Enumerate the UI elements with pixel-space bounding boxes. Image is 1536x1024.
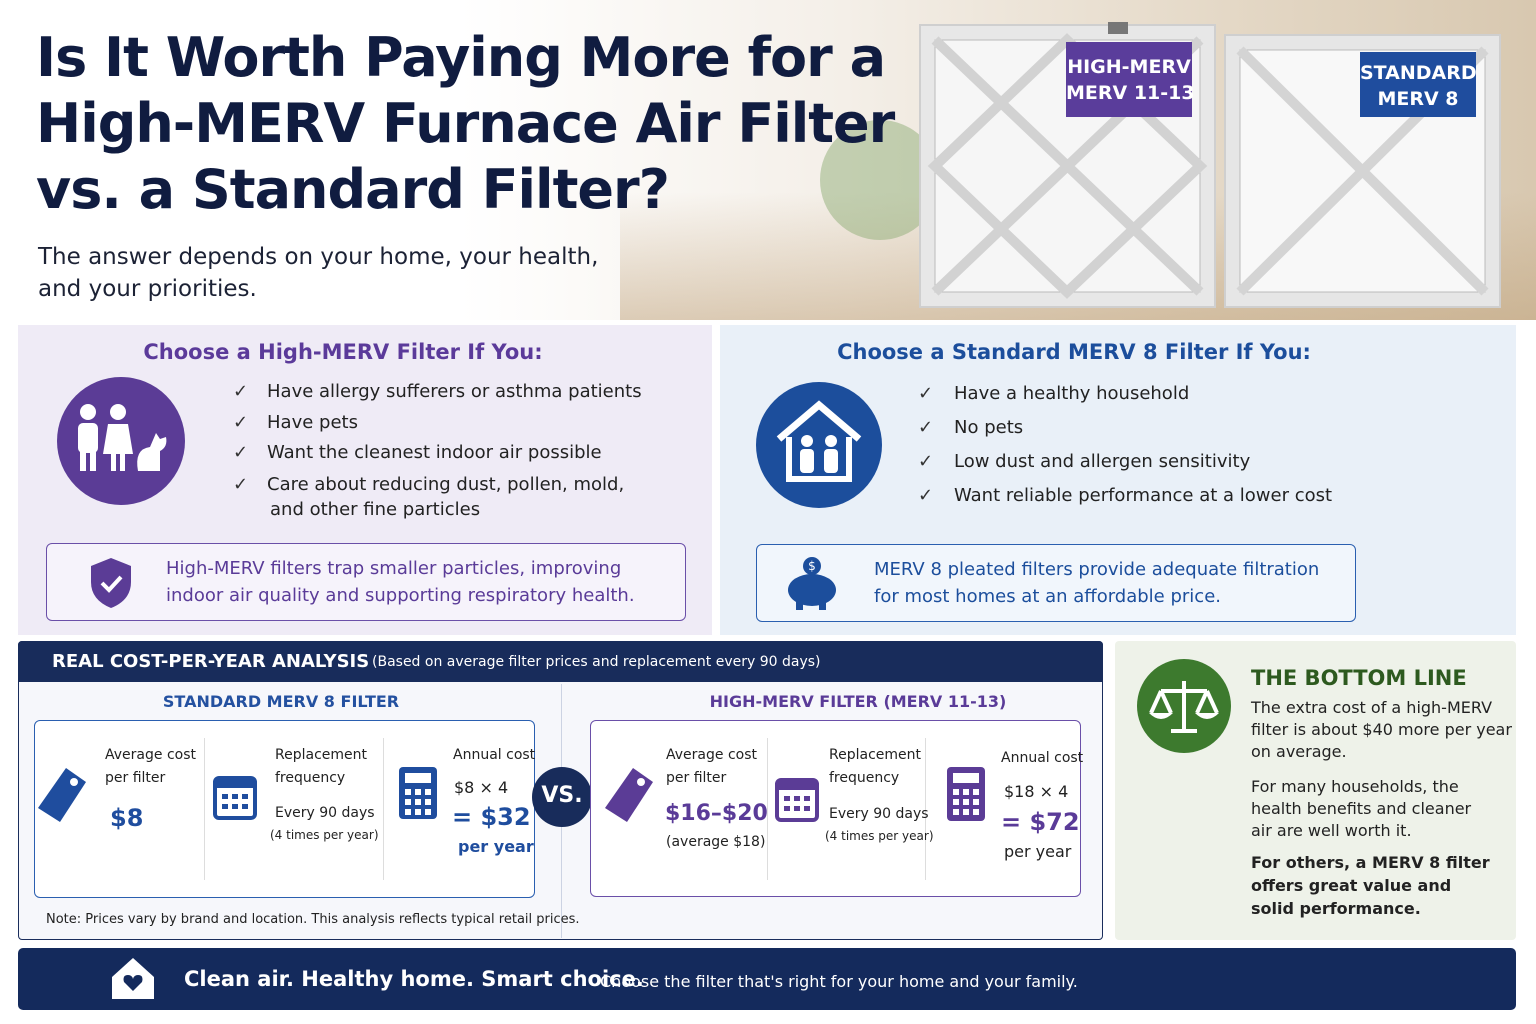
paragraph-line: offers great value and xyxy=(1251,876,1452,895)
divider xyxy=(383,738,384,880)
check: ✓ xyxy=(918,451,934,472)
option-title: STANDARD MERV 8 FILTER xyxy=(162,692,400,711)
cost-header-bar xyxy=(18,641,1103,682)
list-item: No pets xyxy=(954,417,1024,438)
piggy-bank-icon: $ xyxy=(788,557,836,610)
list-item: Have pets xyxy=(267,412,358,433)
note: (4 times per year) xyxy=(825,829,934,843)
note: (average $18) xyxy=(666,834,766,850)
formula: $18 × 4 xyxy=(1004,782,1069,801)
scales-icon xyxy=(1137,659,1231,753)
unit: per year xyxy=(1004,842,1072,861)
cost-card xyxy=(590,720,1081,897)
panel-heading: Choose a High-MERV Filter If You: xyxy=(143,340,543,364)
check: ✓ xyxy=(233,442,249,463)
calendar-icon xyxy=(775,778,819,822)
note-box xyxy=(46,543,686,621)
title-line: High-MERV Furnace Air Filter xyxy=(36,92,895,155)
shield-icon xyxy=(91,558,131,608)
value: $16–$20 xyxy=(665,801,768,826)
unit: per year xyxy=(458,837,534,856)
value: Every 90 days xyxy=(829,806,929,822)
paragraph-line: health benefits and cleaner xyxy=(1251,799,1472,818)
price-tag-icon xyxy=(38,768,86,822)
label: Replacement xyxy=(275,747,367,763)
list-item: Care about reducing dust, pollen, mold, xyxy=(267,474,625,495)
list-item: Low dust and allergen sensitivity xyxy=(954,451,1251,472)
paragraph-line: For others, a MERV 8 filter xyxy=(1251,853,1490,872)
high-merv-tag: HIGH-MERV MERV 11-13 xyxy=(1066,56,1195,104)
family-pet-icon xyxy=(57,377,185,505)
high-merv-tag-bg xyxy=(1066,42,1192,117)
note-line: indoor air quality and supporting respir… xyxy=(166,585,635,606)
price-tag-icon xyxy=(605,768,653,822)
title-line: vs. a Standard Filter? xyxy=(36,158,670,221)
standard-tag-bg xyxy=(1360,52,1476,117)
list-item: Want the cleanest indoor air possible xyxy=(267,442,602,463)
footer-bar xyxy=(18,948,1516,1010)
cost-card xyxy=(34,720,535,898)
bottom-line-heading: THE BOTTOM LINE xyxy=(1251,666,1467,690)
check: ✓ xyxy=(918,417,934,438)
check: ✓ xyxy=(233,381,249,402)
filter-illustration xyxy=(820,22,1501,308)
value: $8 xyxy=(110,804,144,832)
paragraph-line: air are well worth it. xyxy=(1251,821,1412,840)
svg-text:$: $ xyxy=(808,559,816,573)
footer-text: Choose the filter that's right for your … xyxy=(600,972,1078,991)
list-item: and other fine particles xyxy=(270,499,481,520)
calculator-icon xyxy=(399,767,437,819)
value: = $72 xyxy=(1001,808,1080,836)
check: ✓ xyxy=(233,474,249,495)
paragraph-line: For many households, the xyxy=(1251,777,1459,796)
cost-subheading: (Based on average filter prices and repl… xyxy=(372,654,821,670)
list-item: Have allergy sufferers or asthma patient… xyxy=(267,381,642,402)
home-heart-icon xyxy=(112,958,154,999)
standard-tag: STANDARD MERV 8 xyxy=(1360,62,1477,110)
subtitle-line: The answer depends on your home, your he… xyxy=(38,244,599,270)
list-item: Want reliable performance at a lower cos… xyxy=(954,485,1333,506)
label: per filter xyxy=(105,770,166,786)
footer-tagline: Clean air. Healthy home. Smart choice. xyxy=(184,967,644,991)
title-line: Is It Worth Paying More for a xyxy=(36,26,886,89)
note-box xyxy=(756,544,1356,622)
paragraph-line: solid performance. xyxy=(1251,899,1421,918)
note-line: for most homes at an affordable price. xyxy=(874,586,1222,607)
label: Annual cost xyxy=(1001,750,1084,766)
label: Annual cost xyxy=(453,747,536,763)
cost-heading: REAL COST-PER-YEAR ANALYSIS xyxy=(52,651,370,672)
vs-label: VS. xyxy=(541,783,583,808)
cost-note: Note: Prices vary by brand and location.… xyxy=(46,912,580,927)
calendar-icon xyxy=(213,776,257,820)
divider xyxy=(767,738,768,880)
note-line: High-MERV filters trap smaller particles… xyxy=(166,558,622,579)
home-family-icon xyxy=(756,382,882,508)
paragraph-line: on average. xyxy=(1251,742,1347,761)
divider xyxy=(204,738,205,880)
check: ✓ xyxy=(918,383,934,404)
value: Every 90 days xyxy=(275,805,375,821)
check: ✓ xyxy=(918,485,934,506)
vs-circle xyxy=(532,767,592,827)
label: frequency xyxy=(275,770,346,786)
label: Replacement xyxy=(829,747,921,763)
label: Average cost xyxy=(666,747,757,763)
value: = $32 xyxy=(452,803,531,831)
paragraph-line: The extra cost of a high-MERV xyxy=(1251,698,1493,717)
label: per filter xyxy=(666,770,727,786)
label: Average cost xyxy=(105,747,196,763)
divider xyxy=(925,738,926,880)
calculator-icon xyxy=(947,767,985,821)
panel-heading: Choose a Standard MERV 8 Filter If You: xyxy=(837,340,1311,364)
check: ✓ xyxy=(233,412,249,433)
formula: $8 × 4 xyxy=(454,778,509,797)
note: (4 times per year) xyxy=(270,828,379,842)
note-line: MERV 8 pleated filters provide adequate … xyxy=(874,559,1320,580)
paragraph-line: filter is about $40 more per year xyxy=(1251,720,1512,739)
option-title: HIGH-MERV FILTER (MERV 11-13) xyxy=(709,692,1007,711)
subtitle-line: and your priorities. xyxy=(38,276,257,302)
list-item: Have a healthy household xyxy=(954,383,1190,404)
label: frequency xyxy=(829,770,900,786)
